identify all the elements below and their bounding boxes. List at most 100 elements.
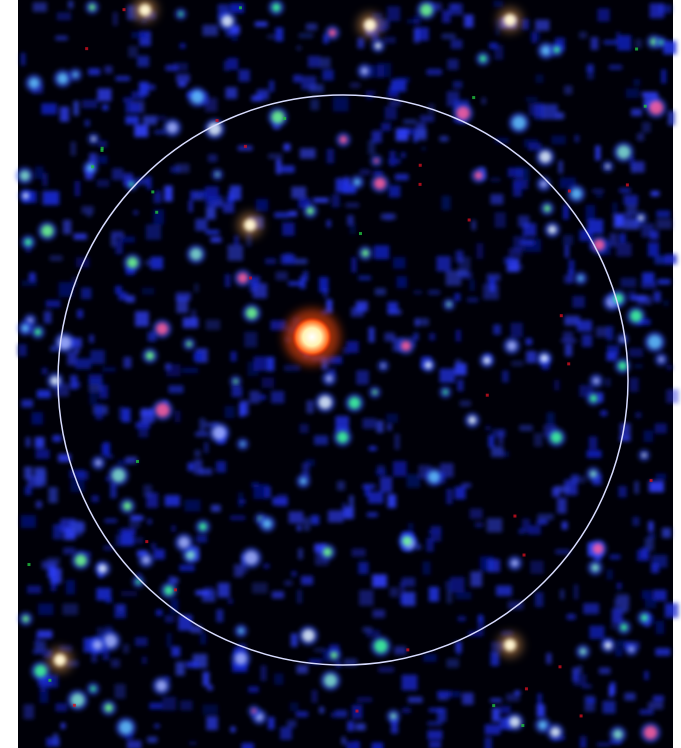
noise-blob: [146, 492, 159, 508]
noise-blob: [89, 334, 94, 343]
noise-blob: [288, 211, 298, 217]
noise-blob: [468, 631, 484, 636]
noise-blob: [389, 150, 396, 167]
noise-blob: [34, 467, 46, 482]
noise-blob: [308, 659, 322, 664]
noise-blob: [31, 412, 43, 425]
noise-blob: [644, 670, 649, 680]
noise-blob: [288, 511, 304, 524]
noise-blob: [453, 691, 461, 698]
noise-blob: [577, 665, 583, 674]
noise-blob: [384, 332, 395, 342]
star: [589, 470, 597, 478]
noise-blob: [661, 69, 667, 84]
noise-blob: [656, 210, 671, 218]
noise-blob: [377, 19, 390, 30]
star: [156, 680, 167, 692]
noise-blob: [170, 166, 181, 173]
noise-blob: [321, 357, 328, 370]
noise-blob: [533, 433, 543, 447]
bright-star: [54, 654, 66, 666]
noise-blob: [494, 212, 506, 228]
noise-blob: [585, 204, 596, 221]
noise-blob: [238, 69, 250, 82]
noise-blob: [566, 613, 576, 620]
noise-blob: [298, 197, 311, 209]
noise-blob: [588, 436, 598, 450]
noise-blob: [66, 660, 79, 667]
noise-blob: [390, 718, 399, 734]
noise-blob: [502, 370, 509, 383]
noise-blob: [50, 568, 62, 584]
noise-blob: [605, 378, 611, 387]
star: [550, 431, 563, 444]
noise-blob: [586, 63, 594, 80]
star: [456, 106, 470, 120]
noise-blob: [365, 90, 376, 95]
noise-blob: [609, 64, 623, 70]
noise-blob: [318, 276, 329, 293]
noise-blob: [627, 290, 637, 301]
noise-blob: [366, 512, 378, 517]
noise-blob: [319, 706, 325, 714]
noise-blob: [386, 90, 399, 97]
noise-blob: [38, 603, 54, 616]
noise-blob: [419, 115, 435, 122]
hot-pixel: [559, 314, 563, 318]
noise-blob: [143, 484, 153, 498]
noise-blob: [33, 649, 44, 655]
noise-blob: [21, 399, 34, 408]
noise-blob: [207, 154, 218, 163]
noise-blob: [445, 270, 462, 286]
noise-blob: [512, 179, 529, 190]
noise-blob: [165, 64, 179, 71]
noise-blob: [205, 319, 221, 330]
noise-blob: [96, 627, 106, 643]
noise-blob: [421, 146, 426, 151]
noise-blob: [125, 102, 141, 114]
noise-blob: [117, 528, 125, 534]
noise-blob: [503, 257, 514, 265]
noise-blob: [644, 597, 657, 609]
noise-blob: [133, 210, 138, 215]
noise-blob: [169, 577, 179, 584]
star: [72, 71, 79, 78]
noise-blob: [568, 259, 575, 275]
noise-blob: [351, 257, 357, 273]
noise-blob: [666, 389, 679, 404]
noise-blob: [372, 170, 383, 176]
noise-blob: [216, 461, 227, 473]
noise-blob: [121, 528, 136, 535]
noise-blob: [267, 34, 276, 39]
noise-blob: [299, 275, 306, 289]
noise-blob: [491, 641, 504, 651]
noise-blob: [452, 80, 463, 89]
noise-blob: [81, 205, 94, 214]
star: [428, 471, 440, 483]
star: [658, 40, 664, 45]
noise-blob: [73, 100, 79, 116]
noise-blob: [123, 356, 132, 369]
noise-blob: [179, 564, 195, 572]
hot-pixel: [579, 714, 583, 718]
noise-blob: [84, 119, 90, 127]
noise-blob: [18, 344, 27, 357]
star: [468, 416, 477, 425]
star: [638, 215, 644, 221]
noise-blob: [350, 307, 364, 317]
noise-blob: [135, 637, 148, 647]
noise-blob: [464, 14, 474, 28]
noise-blob: [227, 244, 244, 261]
noise-blob: [115, 239, 123, 255]
noise-blob: [63, 547, 76, 555]
star: [589, 394, 598, 403]
noise-blob: [665, 254, 677, 265]
noise-blob: [563, 234, 574, 245]
noise-blob: [568, 269, 574, 284]
noise-blob: [204, 97, 218, 112]
noise-blob: [536, 704, 545, 718]
hot-pixel: [406, 648, 410, 652]
noise-blob: [82, 99, 98, 109]
noise-blob: [573, 584, 579, 600]
noise-blob: [230, 726, 236, 733]
